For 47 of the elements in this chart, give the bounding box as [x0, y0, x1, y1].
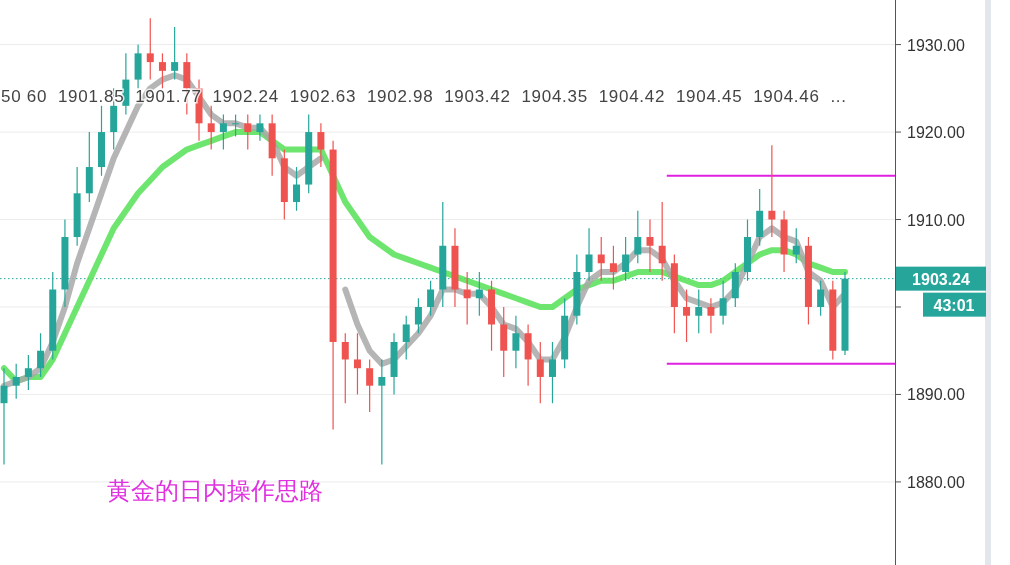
candlestick — [402, 315, 410, 361]
candlestick — [171, 26, 179, 81]
candlestick — [207, 105, 215, 151]
candlestick — [792, 227, 800, 264]
candlestick — [414, 297, 422, 334]
candlestick — [609, 245, 617, 291]
candlestick — [768, 144, 776, 238]
candlestick — [378, 358, 386, 466]
candlestick — [536, 341, 544, 404]
candlestick — [548, 341, 556, 404]
y-tick-label: 1930.00 — [907, 36, 965, 54]
candlestick — [219, 113, 227, 151]
y-tick-label: 1920.00 — [907, 124, 965, 142]
candlestick — [0, 367, 8, 466]
candlestick — [244, 113, 252, 151]
candlestick — [585, 227, 593, 282]
candlestick — [158, 52, 166, 89]
candlestick — [341, 332, 349, 404]
candlestick — [12, 363, 20, 400]
candlestick — [24, 354, 32, 391]
candlestick — [707, 297, 715, 334]
annotation: 黄金的日内操作思路 — [107, 477, 323, 504]
y-tick-label: 1880.00 — [907, 473, 965, 491]
candlestick — [817, 280, 825, 317]
candlestick — [463, 271, 471, 326]
candlestick — [646, 218, 654, 273]
candlestick — [353, 332, 361, 396]
candlestick — [366, 358, 374, 413]
candlestick — [427, 280, 435, 317]
y-tick-label: 1890.00 — [907, 386, 965, 404]
candlestick — [597, 236, 605, 282]
candlestick — [683, 288, 691, 343]
candlestick — [232, 113, 240, 138]
candlestick — [719, 280, 727, 326]
candlestick — [622, 236, 630, 282]
candlestick — [37, 332, 45, 378]
candlestick — [256, 113, 264, 142]
candlestick — [146, 17, 154, 81]
ref-line-label: 1903.24 — [912, 270, 971, 288]
candlestick — [293, 166, 301, 212]
candlestick — [317, 122, 325, 168]
candlestick — [658, 201, 666, 282]
candlestick — [512, 315, 520, 369]
text: 43:01 — [933, 296, 975, 314]
candlestick — [634, 210, 642, 264]
candlestick — [695, 288, 703, 334]
y-tick-label: 1910.00 — [907, 211, 965, 229]
